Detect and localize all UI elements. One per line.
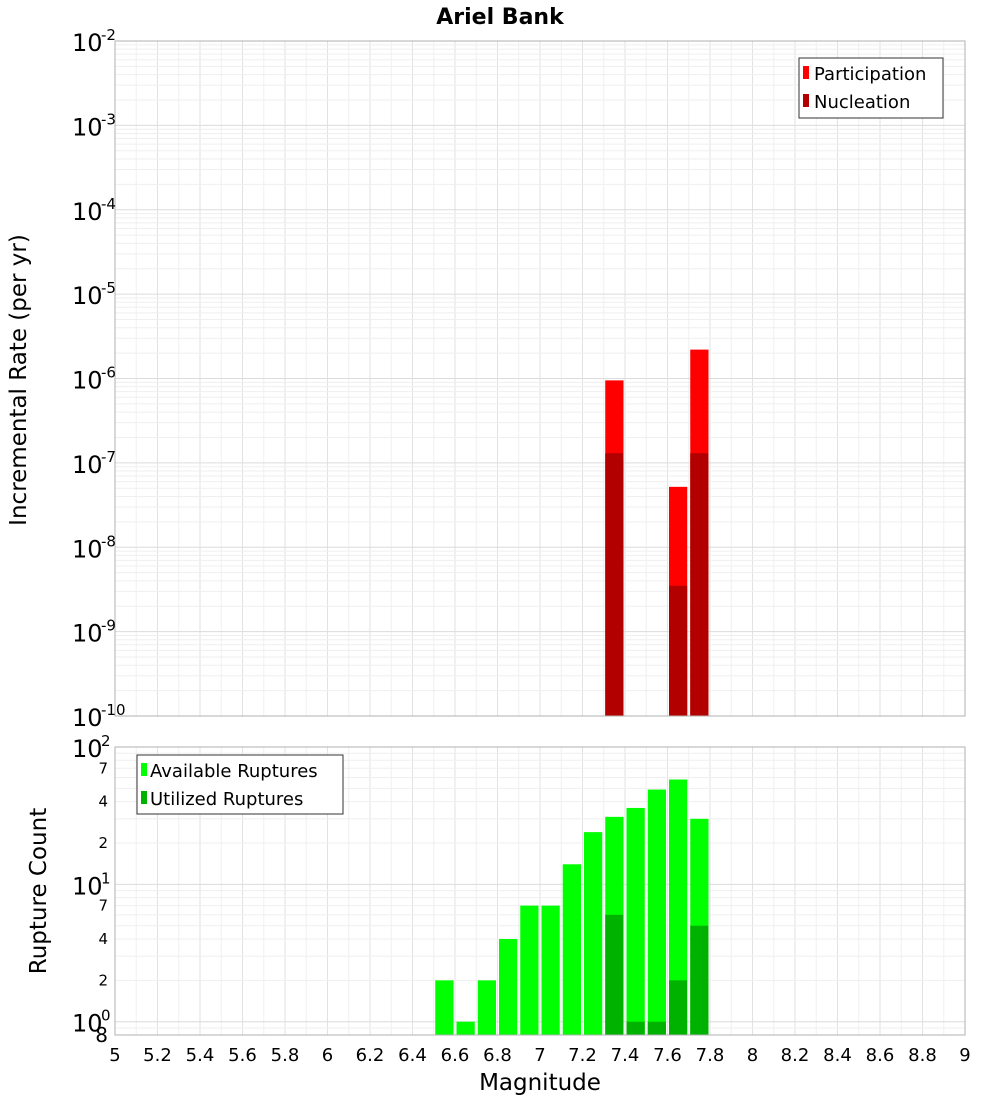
x-axis-ticks: 5 5.2 5.4 5.6 5.8 6 6.2 6.4 6.6 6.8 7 7.2 7.4 7.6 7.8 8… [109,1045,970,1066]
x-tick-label: 7.8 [696,1045,725,1066]
count-legend: Available Ruptures Utilized Ruptures [136,754,344,815]
y-tick-label: 10 [72,704,103,732]
bar-available-ruptures [435,980,454,1035]
x-tick-label: 5.8 [271,1045,300,1066]
y-tick-exponent: -8 [101,532,116,550]
x-tick-label: 8.2 [781,1045,810,1066]
x-tick-label: 8.8 [908,1045,937,1066]
bar-available-ruptures [456,1021,475,1035]
y-tick-exponent: -4 [101,195,116,213]
bar-utilized-ruptures [647,1021,666,1035]
y-minor-tick-label: 8 [95,1023,108,1047]
x-tick-label: 6 [322,1045,333,1066]
count-bars [435,779,709,1035]
y-tick-exponent: -2 [101,26,116,44]
bar-utilized-ruptures [605,914,624,1035]
y-minor-tick-label: 7 [98,759,108,777]
bar-available-ruptures [647,789,666,1035]
y-tick-exponent: -10 [101,701,126,719]
x-axis-title: Magnitude [479,1070,601,1096]
bar-available-ruptures [499,939,518,1035]
bar-available-ruptures [541,905,560,1035]
y-tick-exponent: 0 [101,1007,111,1025]
x-tick-label: 7.2 [568,1045,597,1066]
bar-available-ruptures [669,779,688,1035]
y-tick-label: 10 [72,198,103,226]
x-tick-label: 8 [747,1045,758,1066]
y-tick-label: 10 [72,282,103,310]
count-plot-border [114,746,966,1036]
x-tick-label: 6.4 [398,1045,427,1066]
y-tick-label: 10 [72,451,103,479]
x-tick-label: 7 [534,1045,545,1066]
y-tick-exponent: -5 [101,279,116,297]
rate-y-axis-title: Incremental Rate (per yr) [6,234,32,526]
bar-utilized-ruptures [690,925,709,1035]
y-minor-tick-label: 4 [98,930,108,948]
x-tick-label: 5 [109,1045,120,1066]
y-tick-label: 10 [72,535,103,563]
legend-swatch-participation [803,66,809,79]
bar-available-ruptures [584,832,603,1035]
x-tick-label: 5.4 [186,1045,215,1066]
legend-label-nucleation: Nucleation [814,92,910,113]
rate-legend: Participation Nucleation [798,57,944,119]
y-tick-label: 10 [72,620,103,648]
bar-available-ruptures [626,807,645,1035]
legend-swatch-utilized [141,791,147,804]
legend-swatch-nucleation [803,94,809,107]
x-tick-label: 7.4 [611,1045,640,1066]
y-minor-tick-label: 4 [98,793,108,811]
bar-nucleation [690,453,709,716]
x-tick-label: 6.6 [441,1045,470,1066]
bar-nucleation [605,453,624,716]
y-tick-label: 10 [72,29,103,57]
y-tick-label: 10 [72,735,103,763]
x-tick-label: 8.4 [823,1045,852,1066]
bar-utilized-ruptures [626,1021,645,1035]
y-tick-exponent: -3 [101,110,116,128]
y-minor-tick-label: 2 [98,971,108,989]
bar-available-ruptures [520,905,539,1035]
y-tick-exponent: -9 [101,617,116,635]
rate-legend-box [798,57,944,119]
y-tick-label: 10 [72,113,103,141]
x-tick-label: 5.6 [228,1045,257,1066]
legend-swatch-available [141,763,147,776]
bar-utilized-ruptures [669,980,688,1035]
chart-title: Ariel Bank [436,5,565,30]
bar-available-ruptures [477,980,496,1035]
legend-label-participation: Participation [814,64,926,85]
bar-available-ruptures [562,864,581,1035]
rate-grid [114,41,966,717]
y-tick-exponent: -6 [101,364,116,382]
y-minor-tick-label: 7 [98,897,108,915]
x-tick-label: 8.6 [866,1045,895,1066]
x-tick-label: 6.8 [483,1045,512,1066]
y-tick-label: 10 [72,1010,103,1038]
y-minor-tick-label: 2 [98,834,108,852]
y-tick-label: 10 [72,872,103,900]
x-tick-label: 9 [959,1045,970,1066]
count-y-axis-title: Rupture Count [26,808,52,974]
x-tick-label: 6.2 [356,1045,385,1066]
x-tick-label: 5.2 [143,1045,172,1066]
y-tick-exponent: -7 [101,448,116,466]
count-legend-box [136,754,344,815]
rate-plot-border [114,40,966,717]
rate-bars [605,349,709,716]
legend-label-utilized: Utilized Ruptures [150,789,303,810]
y-tick-exponent: 2 [101,732,111,750]
x-tick-label: 7.6 [653,1045,682,1066]
y-tick-label: 10 [72,367,103,395]
legend-label-available: Available Ruptures [150,761,318,782]
y-tick-exponent: 1 [101,869,111,887]
bar-nucleation [669,585,688,716]
